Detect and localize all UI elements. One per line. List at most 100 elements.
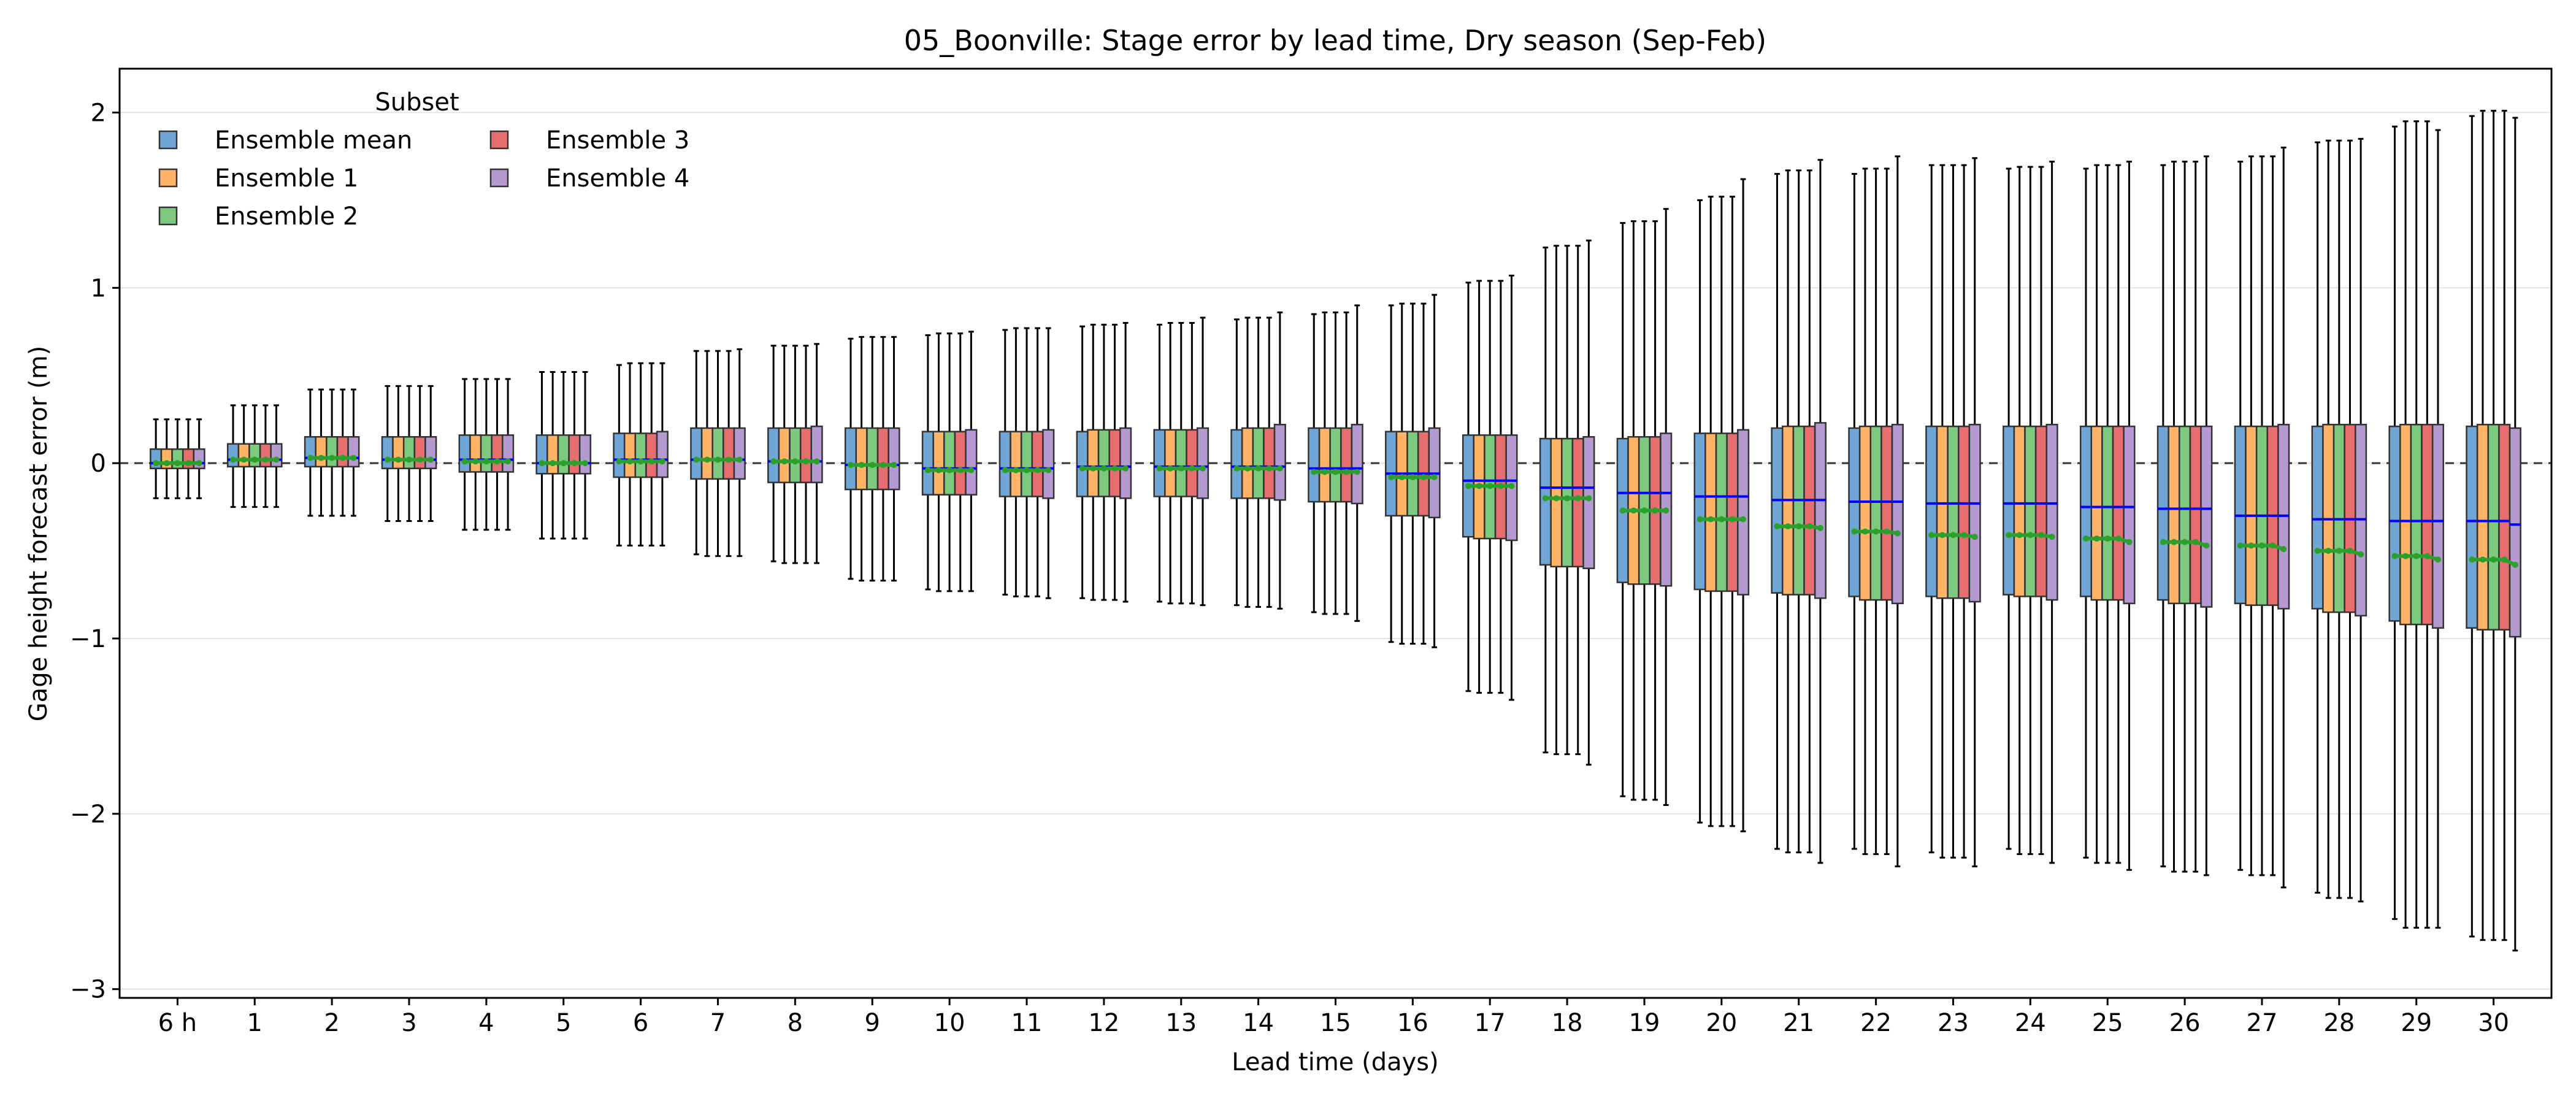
box <box>1329 427 1342 503</box>
box <box>2466 425 2478 629</box>
box <box>1241 427 1254 499</box>
box-group <box>2388 120 2445 929</box>
box <box>954 431 967 496</box>
box <box>1042 429 1055 499</box>
box <box>1925 425 1938 597</box>
x-tick-label: 15 <box>1320 1009 1351 1037</box>
box <box>2399 424 2412 626</box>
mean-marker <box>560 460 567 467</box>
mean-marker <box>2126 539 2133 545</box>
box <box>535 434 548 475</box>
mean-lines <box>153 454 2518 568</box>
mean-marker <box>1950 532 1957 539</box>
mean-marker <box>196 460 202 467</box>
mean-marker <box>1388 474 1395 481</box>
mean-marker <box>1476 483 1482 489</box>
mean-marker <box>2490 556 2497 563</box>
box <box>1097 429 1110 497</box>
mean-marker <box>2016 532 2023 539</box>
box-group <box>1153 316 1209 607</box>
y-axis-label: Gage height forecast error (m) <box>25 346 53 722</box>
mean-marker <box>2269 542 2276 549</box>
mean-marker <box>924 467 931 473</box>
mean-marker <box>1817 524 1823 531</box>
mean-marker <box>1718 516 1725 523</box>
legend-label: Ensemble 2 <box>215 202 358 231</box>
box <box>1164 429 1177 497</box>
mean-marker <box>427 456 434 463</box>
box <box>1196 427 1209 499</box>
mean-marker <box>2160 539 2166 545</box>
mean-marker <box>803 458 810 465</box>
x-tick-label: 29 <box>2401 1009 2432 1037</box>
mean-marker <box>1774 523 1781 530</box>
box <box>1087 429 1100 497</box>
box <box>1968 424 1981 603</box>
mean-marker <box>539 460 545 467</box>
box-group <box>844 335 900 582</box>
mean-marker <box>1884 528 1890 535</box>
mean-marker <box>1508 483 1515 489</box>
mean-marker <box>2391 553 2398 559</box>
box-group <box>767 343 823 564</box>
mean-marker <box>848 462 854 469</box>
box <box>270 443 283 468</box>
box <box>2487 424 2500 631</box>
mean-marker <box>1343 469 1350 475</box>
mean-marker <box>891 462 897 469</box>
mean-marker <box>1024 467 1030 473</box>
mean-marker <box>494 458 500 465</box>
mean-marker <box>153 460 159 467</box>
box-group <box>690 348 746 558</box>
mean-marker <box>1266 465 1273 472</box>
mean-marker <box>1795 523 1802 530</box>
box <box>2101 425 2114 601</box>
box <box>1726 432 1739 592</box>
box <box>932 431 945 496</box>
mean-marker <box>1013 467 1019 473</box>
mean-marker <box>1652 507 1658 514</box>
mean-marker <box>406 456 413 463</box>
box <box>999 431 1011 497</box>
box <box>866 427 879 491</box>
mean-marker <box>726 456 732 463</box>
box <box>336 436 349 468</box>
box <box>789 427 802 483</box>
mean-marker <box>1785 523 1792 530</box>
box <box>1550 437 1563 568</box>
mean-marker <box>571 460 578 467</box>
mean-marker <box>2203 542 2210 549</box>
mean-marker <box>2049 534 2055 540</box>
box <box>1848 427 1861 597</box>
mean-marker <box>2248 542 2255 549</box>
box <box>1010 431 1022 497</box>
legend-swatch <box>158 130 178 150</box>
box <box>2498 424 2511 631</box>
mean-marker <box>339 454 346 461</box>
mean-marker <box>185 460 192 467</box>
box <box>2034 425 2048 597</box>
box <box>1704 432 1717 592</box>
mean-marker <box>2258 542 2265 549</box>
mean-marker <box>2314 548 2321 554</box>
box-group <box>2079 161 2136 871</box>
mean-marker <box>1542 495 1549 502</box>
mean-marker <box>1861 528 1868 535</box>
mean-marker <box>483 458 489 465</box>
mean-marker <box>273 456 280 463</box>
mean-marker <box>1630 507 1637 514</box>
x-tick-label: 1 <box>247 1009 263 1037</box>
mean-marker <box>2325 548 2332 554</box>
box <box>2200 425 2213 608</box>
x-tick-label: 6 h <box>158 1009 197 1037</box>
mean-marker <box>2501 556 2508 563</box>
box <box>2090 425 2103 601</box>
mean-marker <box>1663 507 1669 514</box>
mean-marker <box>1111 465 1118 472</box>
x-tick-label: 6 <box>633 1009 648 1037</box>
mean-marker <box>1189 465 1195 472</box>
mean-marker <box>1574 495 1581 502</box>
box <box>623 432 637 478</box>
mean-marker <box>1894 530 1901 537</box>
